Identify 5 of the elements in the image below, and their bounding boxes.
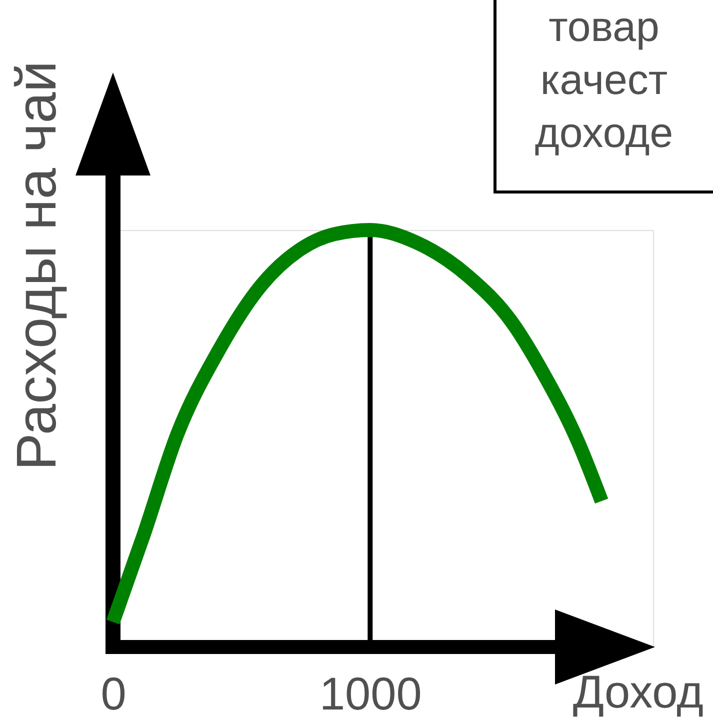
text: товар качест доходе: [534, 3, 674, 156]
x-axis-title: Доход: [572, 666, 704, 718]
x-tick-label: 0: [100, 668, 126, 720]
x-tick-label: 1000: [319, 668, 422, 720]
y-axis-title: Расходы на чай: [4, 60, 68, 470]
